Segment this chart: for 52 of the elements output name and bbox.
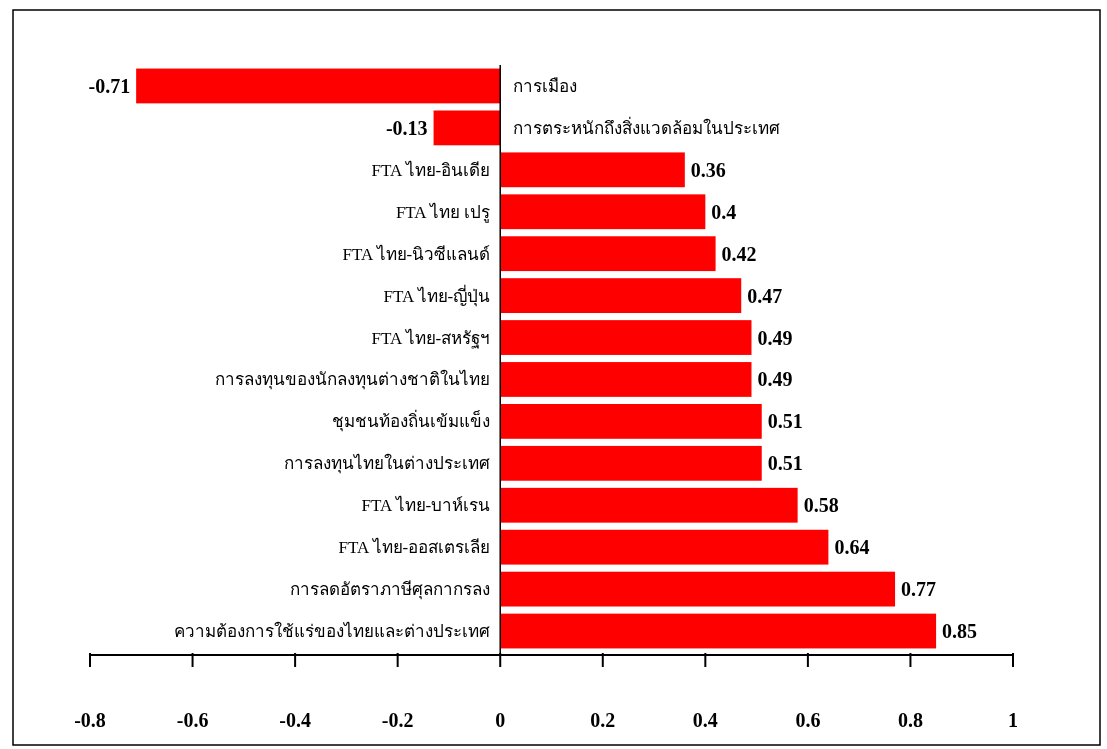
y-tick-label: การลงทุนของนักลงทุนต่างชาติในไทย — [215, 369, 491, 391]
data-label: -0.71 — [88, 74, 131, 97]
data-label: 0.64 — [834, 536, 870, 559]
bar — [500, 362, 752, 397]
x-tick-label: 1 — [1008, 709, 1018, 731]
bar — [500, 194, 706, 230]
data-label: 0.51 — [767, 452, 803, 475]
bar — [500, 320, 752, 355]
y-tick-label: ความต้องการใช้แร่ของไทยและต่างประเทศ — [174, 621, 491, 642]
x-tick-label: 0 — [495, 709, 506, 731]
bar — [500, 613, 937, 649]
y-tick-label: การลงทุนไทยในต่างประเทศ — [284, 453, 491, 475]
data-label: 0.85 — [942, 620, 978, 643]
data-label: 0.42 — [721, 242, 757, 265]
data-label: 0.58 — [803, 494, 839, 517]
x-tick-label: -0.2 — [381, 709, 414, 731]
bar — [500, 278, 742, 314]
y-tick-label: FTA ไทย-นิวซีแลนด์ — [342, 243, 491, 264]
bar — [500, 529, 829, 565]
y-tick-label: การลดอัตราภาษีศุลกากรลง — [290, 580, 491, 601]
x-tick-label: -0.6 — [176, 709, 209, 731]
data-label: 0.36 — [690, 158, 726, 181]
y-tick-label: ชุมชนท้องถิ่นเข้มแข็ง — [332, 409, 491, 433]
bar — [500, 236, 716, 272]
y-tick-label: FTA ไทย-ญี่ปุ่น — [383, 283, 491, 307]
x-tick-label: 0.8 — [897, 709, 923, 731]
data-label: 0.51 — [767, 410, 803, 433]
y-tick-label: FTA ไทย-ออสเตรเลีย — [338, 537, 491, 558]
data-label: 0.49 — [757, 326, 793, 349]
bar — [500, 487, 798, 523]
data-label: 0.49 — [757, 368, 793, 391]
data-label: 0.4 — [711, 200, 737, 223]
y-tick-label: FTA ไทย-อินเดีย — [371, 159, 491, 180]
data-label: -0.13 — [385, 116, 428, 139]
x-tick-label: 0.6 — [795, 709, 821, 731]
data-label: 0.77 — [901, 578, 937, 601]
y-tick-label: FTA ไทย เปรู — [395, 201, 491, 223]
bar — [433, 110, 501, 146]
bar — [500, 152, 685, 188]
y-tick-label: การตระหนักถึงสิ่งแวดล้อมในประเทศ — [513, 115, 781, 138]
y-tick-label: FTA ไทย-บาห์เรน — [361, 495, 491, 516]
bar — [500, 571, 896, 607]
x-tick-label: -0.4 — [279, 709, 311, 731]
bar — [136, 68, 501, 104]
y-tick-label: FTA ไทย-สหรัฐฯ — [371, 327, 491, 349]
data-label: 0.47 — [747, 284, 783, 307]
bar — [500, 445, 762, 481]
bar — [500, 403, 762, 439]
y-tick-label: การเมือง — [513, 76, 578, 96]
x-tick-label: -0.8 — [74, 709, 106, 731]
x-tick-label: 0.4 — [692, 709, 718, 731]
x-tick-label: 0.2 — [590, 709, 616, 731]
